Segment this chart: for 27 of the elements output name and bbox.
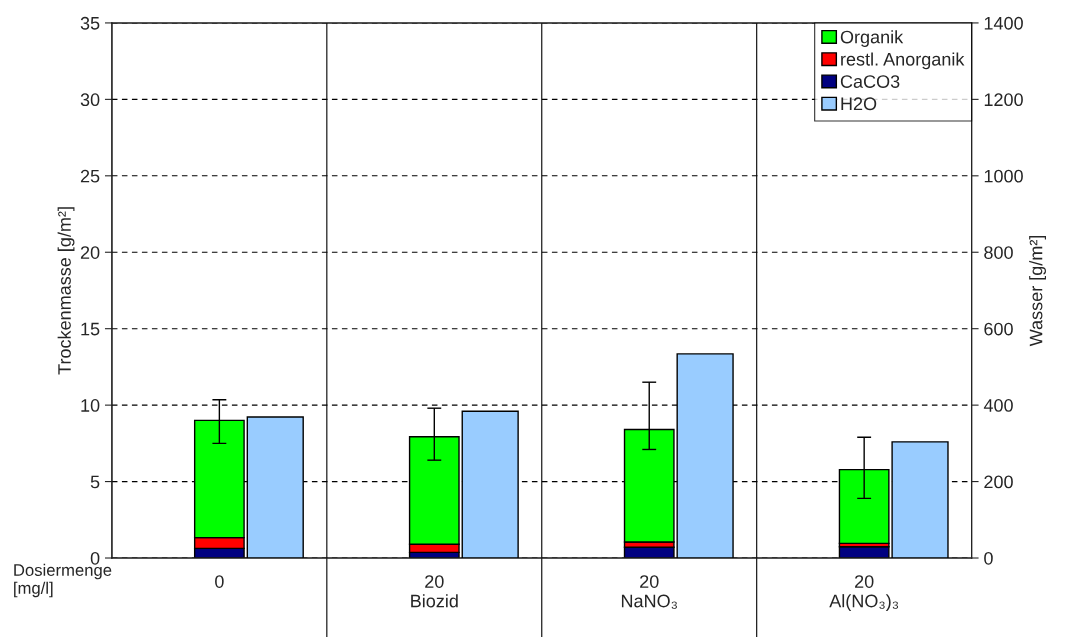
- x-tick-label: 20 Al(NO₃)₃: [829, 575, 899, 611]
- legend-label: CaCO3: [840, 75, 900, 88]
- y2-tick-label: 1000: [984, 169, 1023, 183]
- y2-tick-label: 1400: [984, 16, 1023, 30]
- text: Dosiermenge [mg/l]: [14, 563, 112, 598]
- y-tick-label: 35: [80, 16, 100, 30]
- y2-axis-title: Wasser [g/m²]: [1029, 235, 1046, 347]
- y-tick-label: 5: [90, 475, 100, 489]
- y-tick-label: 0: [90, 551, 100, 565]
- y2-tick-label: 400: [983, 399, 1013, 412]
- legend-label: restl. Anorganik: [841, 52, 965, 70]
- y2-tick-label: 800: [984, 246, 1013, 259]
- x-tick-label: 20 NaNO₃: [621, 575, 677, 609]
- x-tick-label: 20 Biozid: [411, 575, 458, 608]
- y-tick-label: 25: [80, 169, 100, 183]
- y2-tick-label: 0: [984, 551, 993, 565]
- x-tick-label: 0: [215, 575, 224, 588]
- y2-tick-label: 200: [984, 475, 1013, 489]
- y-tick-label: 30: [80, 93, 100, 107]
- y2-tick-label: 600: [984, 322, 1013, 336]
- y-tick-label: 20: [80, 246, 100, 259]
- legend-label: H2O: [841, 97, 877, 111]
- y-tick-label: 15: [81, 322, 100, 336]
- y2-tick-label: 1200: [984, 93, 1023, 107]
- legend-label: Organik: [840, 30, 904, 47]
- y-tick-label: 10: [81, 399, 100, 412]
- y-axis-title: Trockenmasse [g/m²]: [57, 207, 75, 375]
